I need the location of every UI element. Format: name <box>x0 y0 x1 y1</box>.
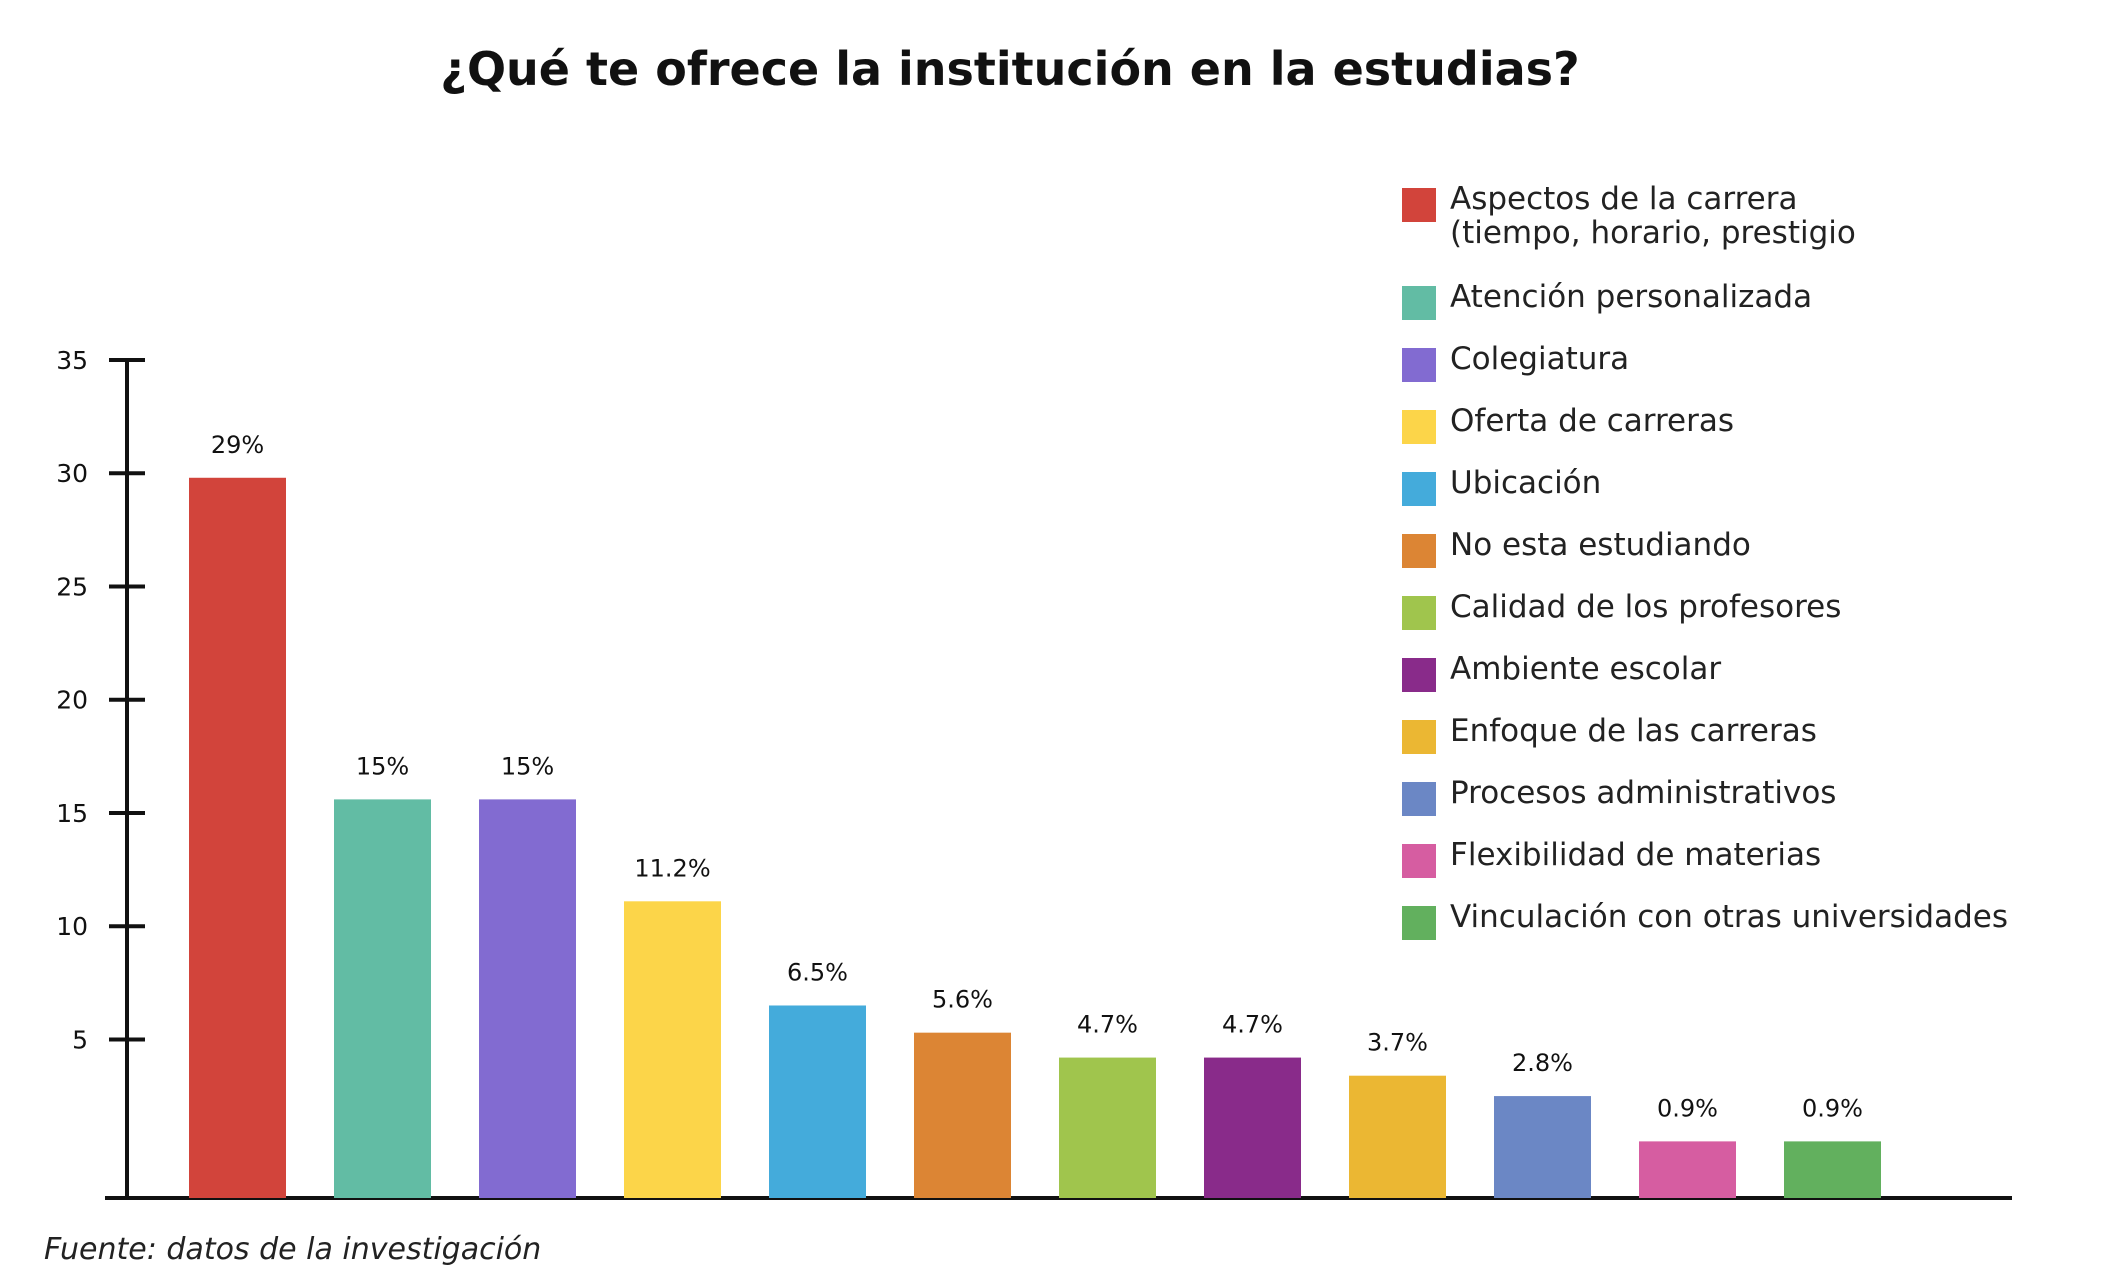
legend-label: Oferta de carreras <box>1450 403 1735 439</box>
bar-value-label: 5.6% <box>932 986 993 1014</box>
legend-swatch <box>1402 188 1436 222</box>
y-tick-label: 10 <box>56 912 88 941</box>
legend-item: Colegiatura <box>1402 342 2082 404</box>
legend-swatch <box>1402 658 1436 692</box>
bar <box>1349 1075 1446 1198</box>
legend-item: Procesos administrativos <box>1402 776 2082 838</box>
legend-label: No esta estudiando <box>1450 527 1751 563</box>
legend-swatch <box>1402 348 1436 382</box>
bar <box>1639 1141 1736 1198</box>
legend-label: Colegiatura <box>1450 341 1630 377</box>
y-tick-label: 35 <box>56 346 88 375</box>
legend-label: Atención personalizada <box>1450 279 1813 315</box>
legend-swatch <box>1402 472 1436 506</box>
bar-value-label: 0.9% <box>1802 1094 1863 1122</box>
legend-swatch <box>1402 410 1436 444</box>
bar-value-label: 29% <box>211 431 264 459</box>
y-tick-label: 30 <box>56 459 88 488</box>
bar-value-label: 0.9% <box>1657 1094 1718 1122</box>
legend-label: Procesos administrativos <box>1450 775 1837 811</box>
legend-swatch <box>1402 286 1436 320</box>
bar <box>334 799 431 1198</box>
bar <box>1204 1057 1301 1198</box>
bar <box>1784 1141 1881 1198</box>
bar <box>189 477 286 1199</box>
bar-value-label: 6.5% <box>787 958 848 986</box>
bar <box>1494 1096 1591 1198</box>
bar-value-label: 11.2% <box>634 854 710 882</box>
bar-value-label: 4.7% <box>1077 1011 1138 1039</box>
legend-label: Enfoque de las carreras <box>1450 713 1817 749</box>
legend-label: Flexibilidad de materias <box>1450 837 1822 873</box>
y-tick-label: 20 <box>56 686 88 715</box>
bar <box>769 1005 866 1198</box>
legend-swatch <box>1402 782 1436 816</box>
legend-item: Ambiente escolar <box>1402 652 2082 714</box>
legend-item: Ubicación <box>1402 466 2082 528</box>
y-tick-label: 5 <box>72 1025 88 1054</box>
bar-value-label: 4.7% <box>1222 1011 1283 1039</box>
bar <box>1059 1057 1156 1198</box>
bar-value-label: 15% <box>356 752 409 780</box>
legend-swatch <box>1402 906 1436 940</box>
legend-item: No esta estudiando <box>1402 528 2082 590</box>
legend-swatch <box>1402 534 1436 568</box>
legend-swatch <box>1402 844 1436 878</box>
legend-item: Flexibilidad de materias <box>1402 838 2082 900</box>
chart-title: ¿Qué te ofrece la institución en la estu… <box>440 42 1580 96</box>
legend-item: Enfoque de las carreras <box>1402 714 2082 776</box>
bar-value-label: 2.8% <box>1512 1049 1573 1077</box>
y-tick-label: 15 <box>56 799 88 828</box>
legend-label: Ubicación <box>1450 465 1602 501</box>
legend-swatch <box>1402 596 1436 630</box>
source-note: Fuente: datos de la investigación <box>44 1232 542 1267</box>
legend-label: Ambiente escolar <box>1450 651 1722 687</box>
bar-value-label: 3.7% <box>1367 1029 1428 1057</box>
legend-item: Calidad de los profesores <box>1402 590 2082 652</box>
bar-value-label: 15% <box>501 752 554 780</box>
legend-label: Vinculación con otras universidades <box>1450 899 2008 935</box>
legend-label: Calidad de los profesores <box>1450 589 1842 625</box>
legend-item: Atención personalizada <box>1402 280 2082 342</box>
legend: Aspectos de la carrera (tiempo, horario,… <box>1402 182 2082 962</box>
legend-item: Aspectos de la carrera (tiempo, horario,… <box>1402 182 2082 280</box>
y-tick-label: 25 <box>56 572 88 601</box>
bar <box>479 799 576 1198</box>
data-label-group: 29% 15% 15% 11.2% 6.5% 5.6% 4.7% 4.7% 3.7% 2.8% 0.… <box>211 431 1863 1123</box>
bar-group <box>189 477 1881 1199</box>
legend-item: Oferta de carreras <box>1402 404 2082 466</box>
bar <box>624 901 721 1198</box>
legend-item: Vinculación con otras universidades <box>1402 900 2082 962</box>
legend-swatch <box>1402 720 1436 754</box>
bar <box>914 1032 1011 1198</box>
legend-label: Aspectos de la carrera (tiempo, horario,… <box>1450 181 1856 251</box>
